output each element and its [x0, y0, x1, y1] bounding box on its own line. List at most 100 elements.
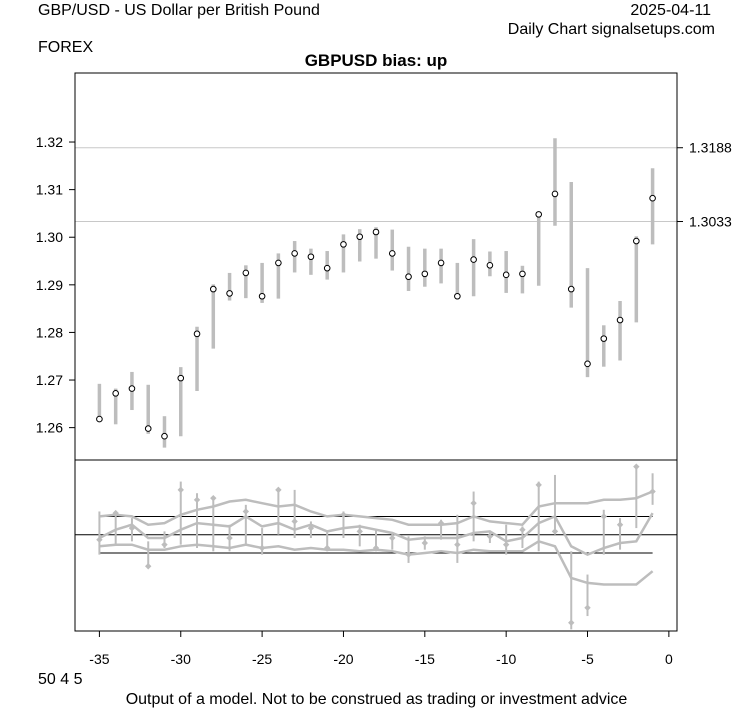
indicator-point [649, 488, 656, 495]
y-tick-label: 1.27 [36, 372, 63, 388]
close-point [340, 241, 347, 248]
indicator-point [633, 463, 640, 470]
close-point [372, 228, 380, 236]
close-point [307, 253, 315, 261]
close-point [323, 264, 331, 272]
indicator-point [193, 496, 201, 504]
indicator-point [535, 481, 542, 489]
indicator-point [226, 534, 233, 542]
close-point [584, 360, 591, 368]
y-tick-label: 1.26 [36, 420, 63, 436]
close-point [275, 259, 282, 267]
close-point [519, 270, 526, 278]
close-point [242, 269, 250, 277]
close-point [470, 256, 477, 263]
close-point [356, 233, 364, 241]
indicator-point [502, 541, 510, 548]
x-tick-label: -5 [581, 651, 594, 667]
close-point [649, 194, 656, 202]
indicator-point [356, 528, 363, 535]
close-point [454, 292, 461, 300]
y-tick-label: 1.29 [36, 277, 63, 293]
indicator-point [486, 533, 494, 540]
indicator-middle-curve [98, 512, 654, 556]
indicator-point [405, 551, 412, 558]
close-point [421, 270, 429, 278]
indicator-point [519, 526, 526, 533]
close-point [144, 425, 152, 432]
indicator-point [275, 486, 282, 494]
indicator-point [372, 544, 380, 552]
indicator-point [551, 528, 559, 535]
indicator-point [258, 544, 266, 552]
close-point [291, 250, 298, 257]
instrument-title: GBP/USD - US Dollar per British Pound [38, 2, 320, 19]
indicator-point [96, 536, 103, 543]
indicator-point [340, 511, 347, 518]
x-tick-label: -15 [415, 651, 435, 667]
close-point [502, 271, 510, 279]
reference-label-1: 1.3188 [689, 140, 732, 156]
market-label: FOREX [38, 39, 94, 56]
indicator-point [112, 509, 119, 517]
indicator-point [161, 541, 168, 548]
indicator-point [242, 508, 250, 515]
close-point [567, 285, 575, 293]
x-axis: -35 -30 -25 -20 -15 -10 -5 0 [89, 631, 673, 667]
close-point [112, 390, 119, 397]
close-point [209, 285, 217, 293]
x-tick-label: -25 [252, 651, 272, 667]
indicator-point [307, 524, 315, 532]
close-point [161, 432, 168, 440]
indicator-point [437, 519, 445, 527]
indicator-point [145, 563, 152, 570]
indicator-point [616, 521, 624, 528]
model-code: 50 4 5 [38, 671, 83, 688]
close-point [128, 385, 136, 392]
disclaimer: Output of a model. Not to be construed a… [125, 691, 628, 708]
x-tick-label: -20 [333, 651, 353, 667]
indicator-point [177, 486, 184, 494]
indicator-point [584, 604, 591, 611]
indicator-panel-frame [74, 459, 678, 632]
x-tick-label: -10 [496, 651, 516, 667]
indicator-point [600, 513, 607, 520]
close-point [486, 262, 494, 269]
indicator-point [568, 619, 575, 626]
indicator-upper-curve [99, 490, 654, 527]
chart-source: Daily Chart signalsetups.com [507, 21, 715, 38]
y-tick-label: 1.31 [36, 182, 63, 198]
indicator-point [323, 544, 331, 552]
indicator-point [210, 494, 217, 502]
x-tick-label: -30 [171, 651, 191, 667]
chart-title: GBPUSD bias: up [305, 51, 448, 70]
reference-label-2: 1.3033 [689, 214, 732, 230]
x-tick-label: -35 [89, 651, 109, 667]
close-point [437, 259, 445, 267]
close-point [193, 330, 201, 338]
indicator-point [470, 499, 477, 507]
indicator-point [389, 534, 396, 542]
y-tick-label: 1.30 [36, 229, 63, 245]
y-tick-label: 1.32 [36, 134, 63, 150]
close-point [551, 190, 559, 198]
close-point [600, 335, 608, 342]
x-tick-label: 0 [665, 651, 673, 667]
indicator-point [454, 541, 461, 548]
close-point [258, 292, 266, 300]
close-point [226, 290, 233, 297]
close-point [535, 211, 543, 218]
indicator-panel [74, 459, 678, 632]
price-panel-frame [74, 72, 678, 461]
indicator-point [421, 539, 429, 547]
close-point [177, 374, 185, 382]
close-point [388, 250, 396, 257]
close-point [616, 316, 624, 324]
close-point [96, 415, 103, 423]
indicator-point [291, 518, 298, 525]
chart-date: 2025-04-11 [630, 2, 711, 19]
close-point [633, 237, 640, 245]
indicator-point [128, 524, 136, 532]
y-tick-label: 1.28 [36, 324, 63, 340]
